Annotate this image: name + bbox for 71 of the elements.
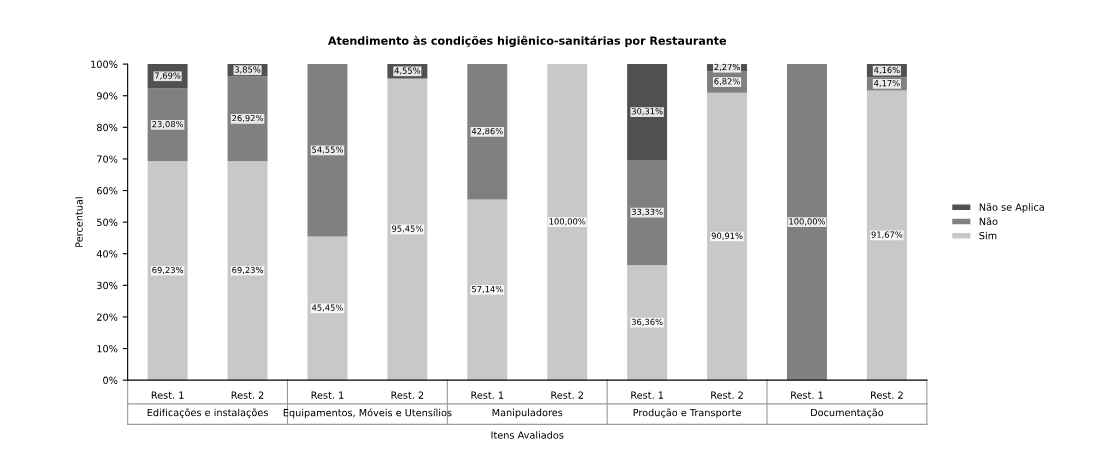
- data-label: 69,23%: [232, 266, 263, 275]
- bar: [547, 64, 588, 381]
- bar: [147, 161, 188, 381]
- data-label: 42,86%: [471, 127, 503, 136]
- y-axis-title: Percentual: [75, 197, 83, 247]
- data-label: 4,17%: [874, 79, 900, 88]
- bar: [467, 199, 508, 381]
- x-tick-label: Rest. 2: [711, 391, 743, 399]
- bar: [627, 64, 668, 160]
- bar: [707, 92, 748, 381]
- y-tick-label: 10%: [97, 345, 118, 353]
- y-tick-label: 100%: [91, 60, 118, 68]
- bar: [307, 64, 348, 237]
- bar: [147, 88, 188, 162]
- x-tick-label: Rest. 2: [871, 391, 903, 399]
- x-tick-label: Rest. 2: [231, 391, 264, 399]
- bar: [467, 64, 508, 200]
- bar: [627, 159, 668, 266]
- data-label: 3,85%: [234, 66, 261, 74]
- y-tick-label: 90%: [96, 92, 118, 100]
- legend-label: Não se Aplica: [979, 203, 1044, 213]
- data-label: 95,45%: [392, 225, 423, 233]
- y-tick-label: 20%: [97, 313, 118, 321]
- data-label: 30,31%: [631, 108, 663, 116]
- data-label: 36,36%: [631, 318, 663, 326]
- text: Equipamentos, Móveis e Utensílios: [283, 408, 452, 419]
- bar: [627, 265, 668, 381]
- y-tick-label: 60%: [97, 187, 118, 195]
- text: Edificações e instalações: [147, 408, 268, 418]
- y-tick-label: 40%: [96, 250, 118, 258]
- data-label: 69,23%: [152, 266, 184, 275]
- data-label: 100,00%: [549, 218, 586, 226]
- data-label: 100,00%: [789, 218, 826, 226]
- y-tick-label: 70%: [97, 155, 118, 163]
- legend-label: Sim: [979, 231, 997, 240]
- y-tick-label: 30%: [97, 281, 118, 290]
- legend-label: Não: [979, 217, 998, 226]
- bar: [227, 76, 268, 162]
- data-label: 26,92%: [232, 114, 263, 123]
- data-label: 45,45%: [311, 304, 343, 312]
- y-tick-label: 50%: [97, 218, 118, 226]
- data-label: 54,55%: [312, 146, 343, 154]
- x-tick-label: Rest. 2: [551, 391, 584, 399]
- bar: [786, 64, 827, 381]
- x-axis-title: Itens Avaliados: [491, 431, 564, 439]
- data-label: 33,33%: [631, 208, 663, 216]
- bar: [387, 78, 428, 381]
- data-label: 2,27%: [714, 63, 740, 71]
- x-tick-label: Rest. 1: [471, 391, 504, 399]
- x-tick-label: Rest. 1: [311, 391, 344, 399]
- data-label: 90,91%: [711, 232, 743, 240]
- x-tick-label: Rest. 1: [151, 391, 184, 399]
- chart-title: Atendimento às condições higiênico-sanitárias por Restaurante: [327, 35, 727, 48]
- data-label: 6,82%: [714, 78, 740, 86]
- bar: [227, 161, 268, 381]
- text: Documentação: [811, 408, 884, 418]
- data-label: 4,16%: [874, 66, 900, 74]
- data-label: 57,14%: [472, 285, 503, 294]
- x-tick-label: Rest. 1: [631, 391, 663, 399]
- text: Manipuladores: [492, 408, 563, 419]
- y-tick-label: 0%: [103, 376, 118, 384]
- bar: [307, 236, 348, 381]
- x-tick-label: Rest. 2: [391, 391, 424, 399]
- data-label: 91,67%: [871, 231, 903, 239]
- bar: [866, 90, 907, 381]
- data-label: 23,08%: [152, 121, 184, 129]
- y-tick-label: 80%: [96, 123, 118, 132]
- x-tick-label: Rest. 1: [791, 391, 823, 399]
- data-label: 7,69%: [155, 72, 181, 80]
- text: Produção e Transporte: [633, 408, 741, 419]
- data-label: 4,55%: [394, 67, 421, 75]
